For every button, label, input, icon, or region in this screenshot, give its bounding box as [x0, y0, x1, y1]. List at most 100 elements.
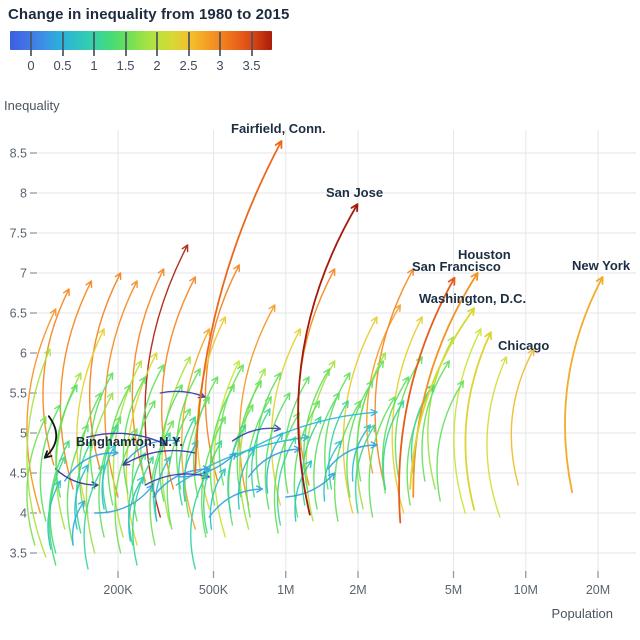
x-tick-label: 5M — [445, 583, 462, 597]
trajectory-arrow — [354, 424, 376, 514]
colorbar-tick-label: 1 — [90, 58, 98, 73]
x-tick-label: 1M — [277, 583, 294, 597]
trajectory-arrow — [154, 456, 171, 522]
y-tick-label: 4 — [20, 507, 27, 521]
trajectory-arrow — [94, 484, 154, 514]
colorbar-tick-label: 2.5 — [179, 58, 198, 73]
trajectory-arrow — [128, 452, 146, 546]
y-tick-label: 4.5 — [10, 467, 27, 481]
trajectory-arrow — [374, 268, 414, 490]
trajectory-arrows — [26, 244, 535, 570]
trajectory-arrow — [26, 416, 47, 546]
colorbar-tick-mark — [93, 32, 95, 56]
trajectory-arrow — [239, 368, 266, 530]
trajectory-arrow — [227, 424, 247, 514]
y-tick-label: 5 — [20, 427, 27, 441]
trajectory-arrow — [75, 440, 93, 534]
city-arrow-fairfield-conn — [194, 140, 283, 474]
y-tick-label: 5.5 — [10, 387, 27, 401]
city-arrow-new-york — [564, 276, 604, 494]
trajectory-arrow — [273, 412, 301, 534]
trajectory-arrow — [209, 468, 226, 530]
colorbar-gradient — [10, 31, 272, 50]
colorbar-tick-label: 3 — [216, 58, 224, 73]
trajectory-arrow — [122, 449, 196, 466]
city-arrow-houston — [412, 272, 479, 498]
y-tick-label: 8 — [20, 187, 27, 201]
y-tick-label: 8.5 — [10, 147, 27, 161]
trajectory-arrow — [76, 328, 105, 514]
trajectory-arrow — [181, 328, 211, 530]
trajectory-arrow — [48, 440, 70, 566]
colorbar-tick-label: 0.5 — [53, 58, 72, 73]
trajectory-arrow — [208, 485, 264, 518]
x-tick-label: 20M — [586, 583, 610, 597]
trajectory-arrow — [182, 440, 199, 502]
trajectory-arrow — [59, 280, 93, 490]
trajectory-arrow — [66, 424, 89, 546]
trajectory-arrow — [237, 448, 256, 510]
trajectory-arrow — [264, 392, 291, 510]
trajectory-arrow — [453, 328, 482, 514]
colorbar-tick-label: 2 — [153, 58, 161, 73]
colorbar-tick-label: 0 — [27, 58, 35, 73]
x-tick-label: 2M — [349, 583, 366, 597]
city-arrow-san-francisco — [398, 276, 456, 524]
trajectory-arrow — [305, 360, 336, 522]
y-tick-label: 7 — [20, 267, 27, 281]
city-label-fairfield-conn: Fairfield, Conn. — [231, 121, 326, 136]
trajectory-arrow — [213, 360, 241, 538]
city-label-binghamton-n-y: Binghamton, N.Y. — [76, 434, 183, 449]
trajectory-arrow — [510, 348, 535, 486]
trajectory-arrow — [178, 452, 237, 478]
trajectory-arrow — [427, 336, 455, 490]
trajectory-arrow — [122, 436, 180, 466]
trajectory-arrow — [26, 308, 57, 514]
trajectory-arrow — [235, 408, 378, 458]
city-arrow-san-jose — [297, 203, 359, 516]
trajectory-arrow — [327, 441, 378, 470]
chart-title: Change in inequality from 1980 to 2015 — [8, 6, 290, 23]
colorbar-tick-label: 1.5 — [116, 58, 135, 73]
trajectory-arrow — [303, 368, 331, 490]
y-tick-label: 6.5 — [10, 307, 27, 321]
city-label-houston: Houston — [458, 247, 511, 262]
trajectory-arrow — [177, 416, 196, 506]
x-tick-label: 200K — [103, 583, 133, 597]
colorbar-tick-mark — [30, 32, 32, 56]
trajectory-arrow — [283, 376, 310, 494]
colorbar-tick-mark — [250, 32, 253, 56]
trajectory-arrow — [313, 392, 340, 510]
trajectory-arrow — [382, 400, 405, 490]
colorbar-tick-mark — [61, 32, 64, 56]
axes: 200K 500K 1M 2M 5M 10M 20M 8.5 8 7.5 7 6.5 6 5.5 5 4.5 4… — [10, 147, 611, 598]
trajectory-arrow — [159, 390, 206, 399]
trajectory-arrow — [391, 316, 423, 514]
trajectory-arrow — [238, 304, 276, 506]
trajectory-arrow — [88, 272, 122, 474]
trajectory-arrow — [356, 360, 384, 482]
trajectory-arrow — [436, 380, 465, 502]
trajectory-arrow — [323, 440, 342, 502]
y-tick-label: 7.5 — [10, 227, 27, 241]
trajectory-arrow — [131, 268, 165, 482]
trajectory-arrow — [421, 360, 450, 482]
city-label-san-jose: San Jose — [326, 185, 383, 200]
trajectory-arrow — [26, 348, 52, 558]
trajectory-arrow — [368, 396, 396, 518]
trajectory-arrow — [83, 464, 105, 570]
trajectory-arrow — [140, 364, 165, 486]
color-legend: 0 0.5 1 1.5 2 2.5 3 3.5 — [10, 31, 272, 75]
trajectory-arrow — [328, 400, 349, 490]
x-tick-label: 10M — [514, 583, 538, 597]
y-axis-title: Inequality — [4, 98, 60, 113]
trajectory-arrow — [294, 460, 313, 522]
trajectory-arrow — [166, 408, 191, 530]
trajectory-arrow — [351, 424, 371, 482]
trajectory-arrow — [152, 465, 210, 498]
colorbar-tick-mark — [156, 32, 158, 56]
colorbar-tick-mark — [124, 32, 127, 56]
